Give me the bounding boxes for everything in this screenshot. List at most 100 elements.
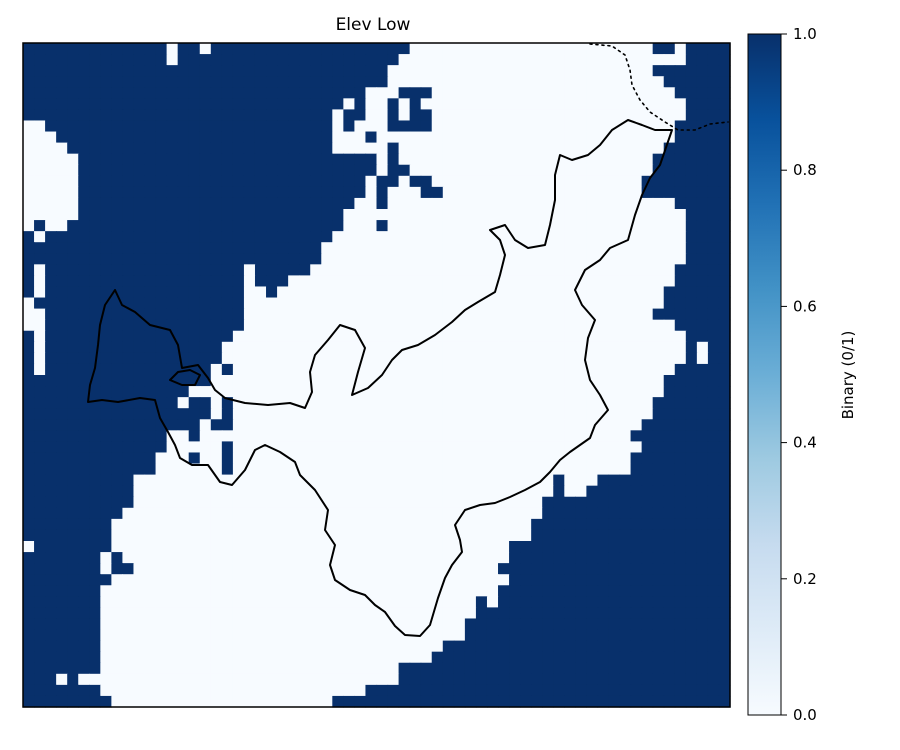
heatmap-cell: [122, 640, 135, 653]
heatmap-cell: [67, 585, 79, 597]
heatmap-cell: [520, 363, 532, 376]
heatmap-cell: [520, 518, 532, 531]
heatmap-cell: [696, 441, 709, 454]
heatmap-cell: [564, 186, 576, 199]
heatmap-cell: [475, 375, 488, 387]
heatmap-cell: [398, 463, 411, 476]
heatmap-cell: [321, 65, 333, 77]
heatmap-cell: [332, 175, 344, 188]
heatmap-cell: [387, 98, 400, 110]
heatmap-cell: [553, 43, 565, 55]
heatmap-cell: [376, 441, 389, 454]
heatmap-cell: [431, 474, 444, 487]
heatmap-cell: [376, 673, 389, 686]
heatmap-cell: [23, 585, 35, 597]
heatmap-cell: [122, 275, 135, 288]
heatmap-cell: [586, 197, 599, 210]
heatmap-cell: [608, 563, 621, 575]
heatmap-cell: [78, 596, 90, 608]
heatmap-cell: [122, 441, 135, 454]
heatmap-cell: [674, 585, 687, 597]
heatmap-cell: [431, 662, 444, 675]
heatmap-cell: [431, 308, 444, 321]
heatmap-cell: [34, 463, 46, 476]
heatmap-cell: [608, 408, 621, 420]
heatmap-cell: [365, 441, 378, 454]
heatmap-cell: [630, 607, 643, 620]
heatmap-cell: [531, 264, 543, 276]
heatmap-cell: [23, 98, 35, 110]
heatmap-cell: [177, 430, 190, 442]
heatmap-cell: [34, 651, 46, 664]
heatmap-cell: [442, 596, 455, 608]
heatmap-cell: [67, 275, 79, 288]
heatmap-cell: [553, 629, 565, 642]
heatmap-cell: [310, 563, 322, 575]
heatmap-cell: [520, 153, 532, 166]
colorbar-tick-label: 0.0: [793, 706, 817, 724]
heatmap-cell: [619, 695, 632, 708]
heatmap-cell: [674, 386, 687, 398]
heatmap-cell: [133, 65, 146, 77]
heatmap-cell: [78, 662, 90, 675]
heatmap-cell: [277, 286, 289, 299]
heatmap-cell: [586, 120, 599, 133]
heatmap-cell: [111, 54, 124, 66]
heatmap-cell: [288, 164, 300, 177]
heatmap-cell: [630, 552, 643, 564]
heatmap-cell: [398, 651, 411, 664]
heatmap-cell: [464, 175, 477, 188]
heatmap-cell: [431, 197, 444, 210]
heatmap-cell: [597, 375, 610, 387]
heatmap-cell: [619, 441, 632, 454]
heatmap-cell: [45, 297, 57, 310]
heatmap-cell: [509, 43, 521, 55]
heatmap-cell: [475, 54, 488, 66]
heatmap-cell: [100, 507, 112, 520]
heatmap-cell: [23, 363, 35, 376]
heatmap-cell: [431, 408, 444, 420]
heatmap-cell: [343, 397, 356, 409]
heatmap-cell: [243, 275, 256, 288]
heatmap-cell: [277, 662, 289, 675]
heatmap-cell: [641, 662, 654, 675]
heatmap-cell: [575, 596, 587, 608]
heatmap-cell: [343, 496, 356, 509]
heatmap-cell: [453, 640, 466, 653]
heatmap-cell: [155, 142, 168, 155]
heatmap-cell: [155, 43, 168, 55]
heatmap-cell: [288, 175, 300, 188]
heatmap-cell: [619, 507, 632, 520]
heatmap-cell: [56, 585, 68, 597]
heatmap-cell: [45, 209, 57, 221]
heatmap-cell: [100, 242, 112, 254]
heatmap-cell: [144, 308, 157, 321]
heatmap-cell: [553, 386, 565, 398]
heatmap-cell: [199, 485, 212, 498]
heatmap-cell: [398, 607, 411, 620]
heatmap-cell: [155, 518, 168, 531]
heatmap-cell: [100, 275, 112, 288]
heatmap-cell: [586, 297, 599, 310]
heatmap-cell: [266, 408, 278, 420]
heatmap-cell: [365, 209, 378, 221]
heatmap-cell: [210, 363, 223, 376]
heatmap-cell: [155, 529, 168, 542]
heatmap-cell: [133, 352, 146, 365]
heatmap-cell: [464, 319, 477, 332]
heatmap-cell: [696, 507, 709, 520]
heatmap-cell: [288, 507, 300, 520]
heatmap-cell: [542, 175, 554, 188]
heatmap-cell: [155, 186, 168, 199]
heatmap-cell: [133, 164, 146, 177]
heatmap-cell: [332, 209, 344, 221]
heatmap-cell: [409, 397, 422, 409]
heatmap-cell: [453, 563, 466, 575]
heatmap-cell: [674, 341, 687, 354]
heatmap-cell: [420, 640, 433, 653]
heatmap-cell: [343, 408, 356, 420]
heatmap-cell: [100, 341, 112, 354]
heatmap-cell: [420, 120, 433, 133]
heatmap-cell: [56, 529, 68, 542]
heatmap-cell: [310, 54, 322, 66]
